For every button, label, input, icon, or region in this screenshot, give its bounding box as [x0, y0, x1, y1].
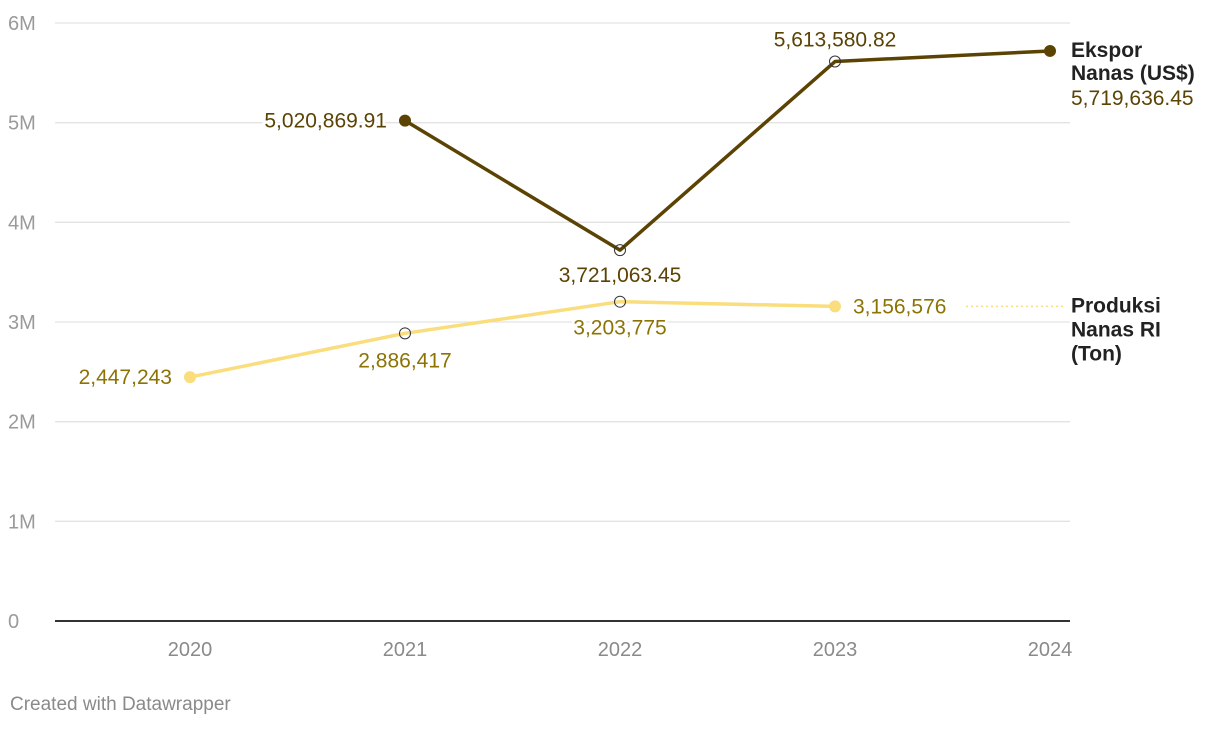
- data-label: 5,613,580.82: [774, 29, 897, 52]
- series-end-value: 5,719,636.45: [1071, 87, 1194, 110]
- data-label: 2,886,417: [358, 349, 451, 372]
- series-line: [188, 299, 837, 379]
- credit-text: Created with Datawrapper: [10, 694, 231, 715]
- x-tick-label: 2023: [813, 639, 858, 661]
- series-line: [403, 49, 1052, 252]
- series-name-label: (Ton): [1071, 342, 1122, 365]
- data-point-marker: [829, 300, 841, 313]
- y-tick-label: 2M: [8, 412, 36, 434]
- data-label: 5,020,869.91: [264, 110, 387, 133]
- series-name-label: Nanas (US$): [1071, 62, 1195, 85]
- grid-layer: 0 1M 2M 3M 4M 5M 6M 2020 2021 2022 2023 2024: [8, 13, 1072, 661]
- data-point-marker: [1044, 44, 1056, 57]
- series-name-label: Produksi: [1071, 294, 1161, 317]
- x-tick-label: 2020: [168, 639, 213, 661]
- data-label: 3,156,576: [853, 295, 946, 318]
- data-label: 2,447,243: [79, 366, 172, 389]
- y-tick-label: 1M: [8, 511, 36, 533]
- data-point-marker: [399, 327, 411, 340]
- data-point-marker: [829, 55, 841, 68]
- data-point-marker: [399, 114, 411, 127]
- data-point-marker: [614, 244, 626, 257]
- series-layer: [184, 44, 1056, 384]
- data-label: 3,203,775: [573, 317, 666, 340]
- y-tick-label: 3M: [8, 312, 36, 334]
- data-point-marker: [184, 371, 196, 384]
- y-tick-label: 6M: [8, 13, 36, 35]
- x-tick-label: 2024: [1028, 639, 1073, 661]
- data-label: 3,721,063.45: [559, 264, 682, 287]
- label-layer: 5,020,869.91 3,721,063.45 5,613,580.82 2,44…: [76, 26, 1195, 392]
- series-name-label: Ekspor: [1071, 39, 1142, 62]
- y-tick-label: 4M: [8, 212, 36, 234]
- data-point-marker: [614, 295, 626, 308]
- y-tick-label: 5M: [8, 113, 36, 135]
- x-tick-label: 2021: [383, 639, 428, 661]
- line-chart: 0 1M 2M 3M 4M 5M 6M 2020 2021 2022 2023 2024 5,020,…: [8, 13, 1195, 661]
- x-tick-label: 2022: [598, 639, 643, 661]
- series-name-label: Nanas RI: [1071, 318, 1161, 341]
- y-tick-label: 0: [8, 611, 19, 633]
